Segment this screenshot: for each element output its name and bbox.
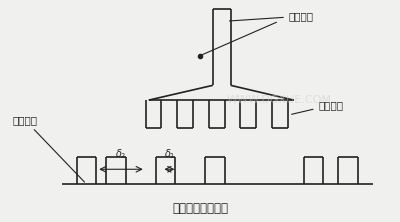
Text: $\delta_2$: $\delta_2$ <box>115 148 127 161</box>
Text: 转子小齿: 转子小齿 <box>12 115 84 182</box>
Text: 定子主极: 定子主极 <box>230 11 314 21</box>
Text: WWW.DGXUE.COM: WWW.DGXUE.COM <box>226 95 332 105</box>
Text: 微调定子小齿结构: 微调定子小齿结构 <box>172 202 228 215</box>
Text: 定子小齿: 定子小齿 <box>292 100 344 114</box>
Text: $\delta_1$: $\delta_1$ <box>164 148 175 161</box>
